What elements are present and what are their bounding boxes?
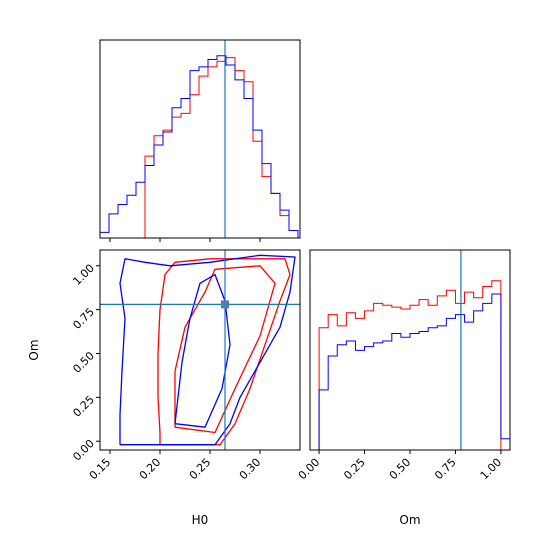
om-marginal-series-0-step [310, 280, 510, 451]
h0-om-contour-xtick-label-0: 0.15 [87, 456, 114, 483]
contour-inner-1 [174, 265, 276, 434]
om-marginal-xtick-label-0: 0.00 [296, 456, 323, 483]
om-axis-label: Om [399, 513, 420, 527]
h0-marginal-panel [99, 39, 301, 242]
h0-om-contour-ytick-label-1: 0.25 [70, 393, 97, 420]
contour-outer-2 [119, 254, 296, 446]
contour-inner-3 [174, 273, 231, 428]
om-marginal-series-1-step [310, 293, 511, 451]
om-marginal-xtick-label-1: 0.25 [341, 456, 368, 483]
h0-om-contour-ytick-label-3: 0.75 [70, 305, 97, 332]
h0-om-contour-panel: 0.15 0.20 0.25 0.30 0.00 0.25 0.50 0.75 1.00 H0 Om [27, 249, 301, 527]
contour-truth-marker [221, 300, 229, 309]
om-marginal-xtick-label-2: 0.50 [387, 456, 414, 483]
h0-marginal-series-0-step [100, 57, 299, 239]
h0-om-contour-xtick-label-1: 0.20 [137, 456, 164, 483]
h0-axis-label: H0 [192, 513, 209, 527]
h0-om-contour-ytick-label-2: 0.50 [70, 349, 97, 376]
om-marginal-frame [309, 249, 511, 451]
h0-om-contour-ytick-label-0: 0.00 [70, 437, 97, 464]
h0-om-contour-ytick-label-4: 1.00 [70, 262, 97, 289]
h0-om-contour-frame [99, 249, 301, 451]
om-marginal-xtick-label-3: 0.75 [432, 456, 459, 483]
h0-marginal-series-1-step [99, 55, 299, 238]
h0-om-contour-xtick-label-3: 0.30 [237, 456, 264, 483]
om-y-axis-label: Om [27, 339, 41, 360]
h0-marginal-frame [99, 39, 301, 239]
contour-outer-0 [157, 258, 291, 446]
om-marginal-panel: 0.00 0.25 0.50 0.75 1.00 Om [296, 249, 511, 527]
om-marginal-xtick-label-4: 1.00 [478, 456, 505, 483]
h0-om-contour-xtick-label-2: 0.25 [187, 456, 214, 483]
